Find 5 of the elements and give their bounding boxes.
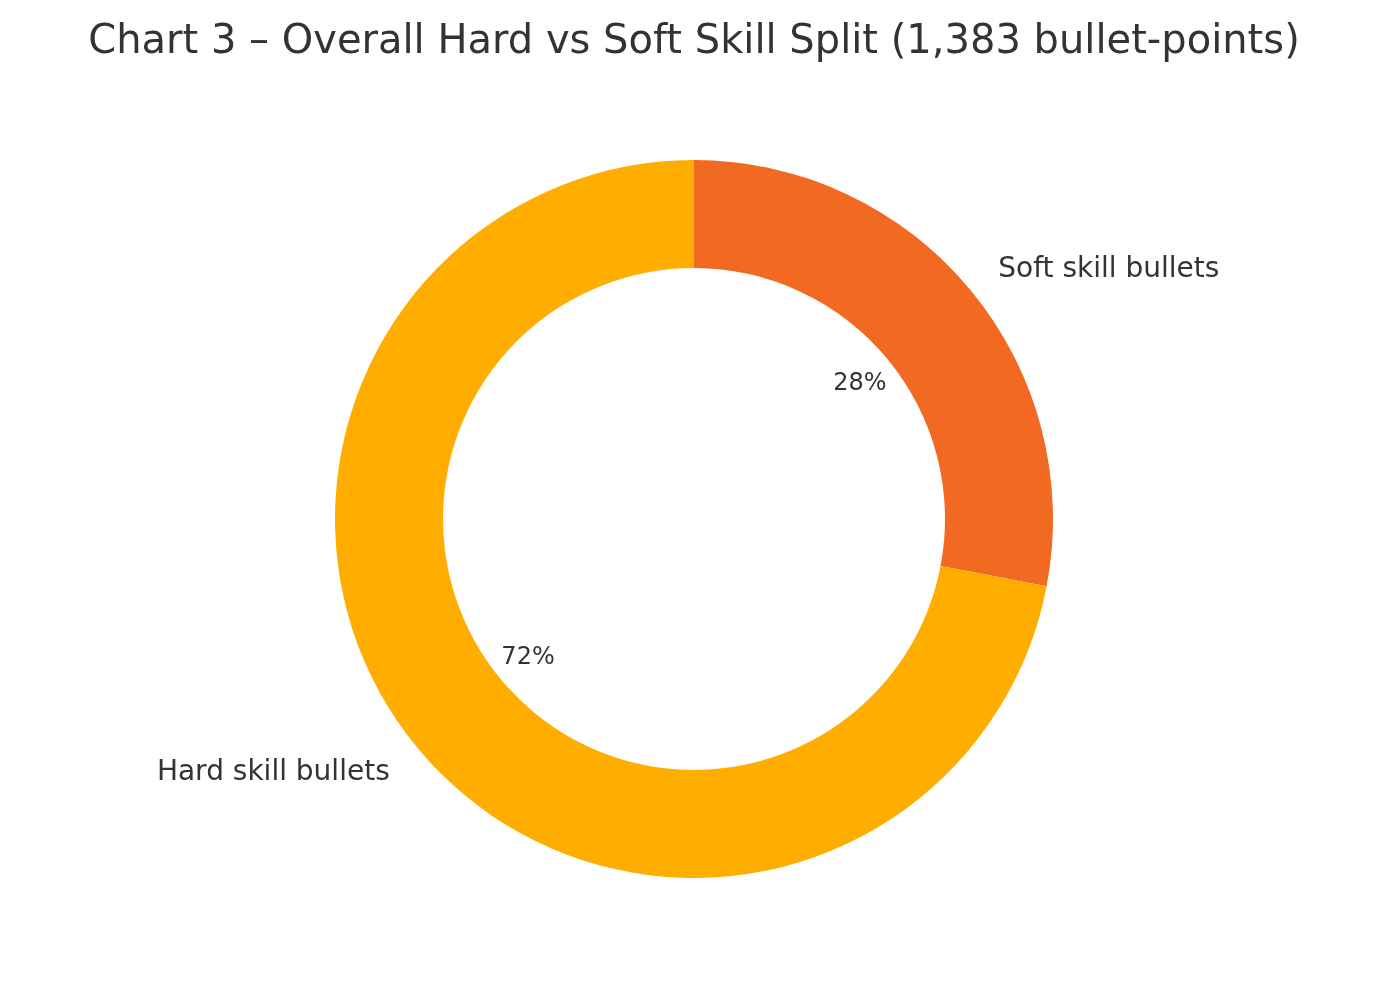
data-label: 28% xyxy=(833,367,887,396)
slice-label: Hard skill bullets xyxy=(156,754,390,788)
chart-title: Chart 3 – Overall Hard vs Soft Skill Split (1,383 bullet-points) xyxy=(88,16,1300,62)
data-label: 72% xyxy=(501,642,555,671)
slice-label: Soft skill bullets xyxy=(998,250,1220,284)
